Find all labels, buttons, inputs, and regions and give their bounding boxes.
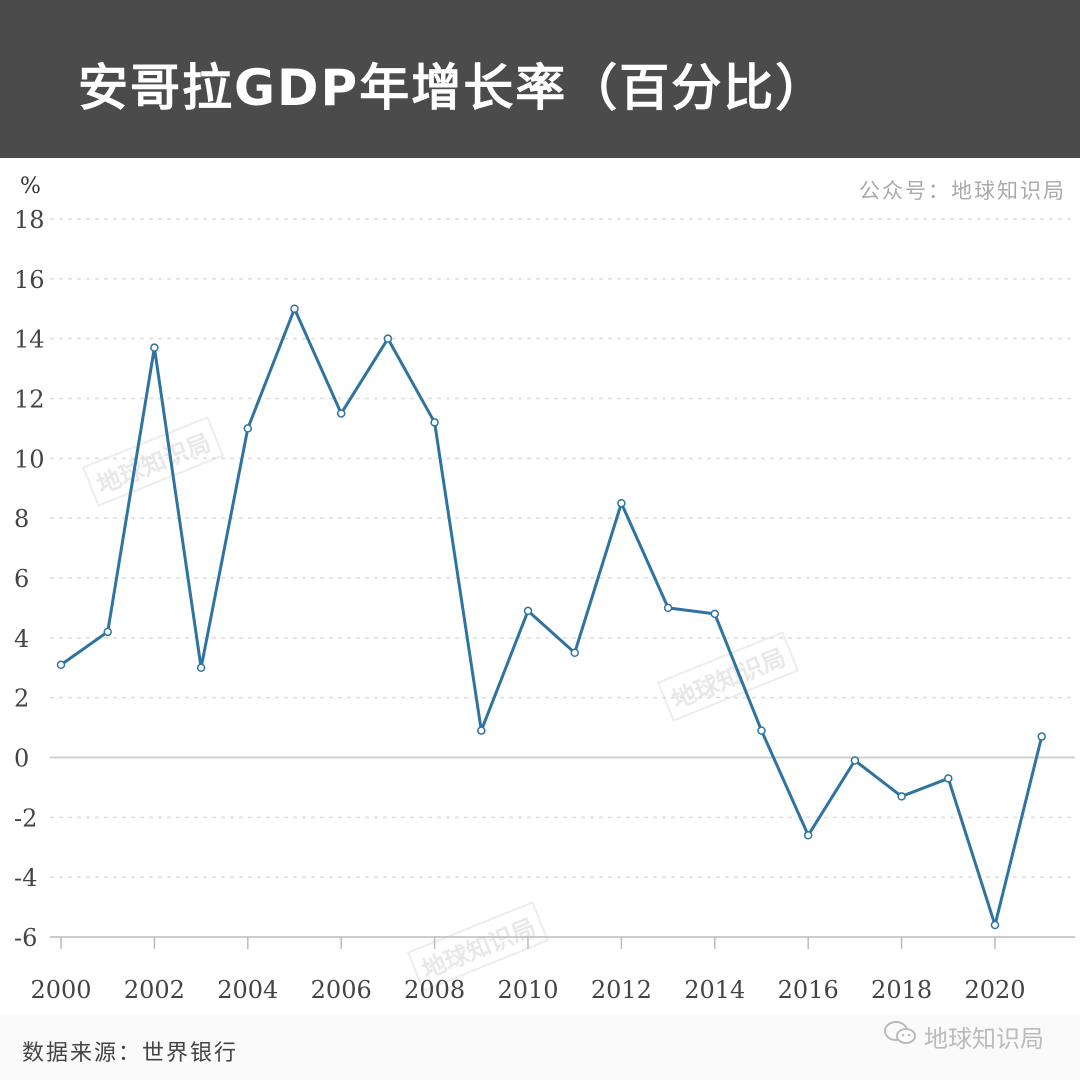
data-point [1037,732,1046,741]
y-axis-unit: % [20,174,41,199]
data-point [383,334,393,343]
x-tick-label: 2012 [591,976,652,1004]
data-point [710,609,720,619]
data-point [617,498,626,508]
y-tick-label: -6 [14,924,37,952]
data-point [150,343,159,352]
data-point [56,660,66,670]
y-tick-label: 18 [14,206,45,234]
y-tick-label: -4 [14,864,37,892]
y-tick-label: -2 [14,804,37,832]
y-tick-label: 12 [14,386,45,414]
y-tick-label: 16 [14,266,45,294]
footer [0,1015,1080,1080]
y-tick-label: 14 [14,326,45,354]
data-point [196,663,206,672]
x-tick-label: 2006 [311,976,372,1004]
source-label: 数据来源：世界银行 [22,1041,239,1066]
y-tick-label: 8 [14,505,29,533]
data-point [523,606,533,616]
data-point [290,304,299,313]
x-tick-label: 2008 [404,976,465,1004]
wechat-icon [882,1018,918,1054]
data-point [663,603,673,613]
x-tick-label: 2020 [964,976,1025,1004]
x-tick-label: 2018 [871,976,932,1004]
data-point [477,726,486,735]
series-line [60,307,1044,927]
x-tick-label: 2016 [778,976,839,1004]
data-point [990,920,1000,930]
data-point [944,774,953,783]
x-tick-label: 2014 [684,976,745,1004]
data-point [430,418,439,427]
y-tick-label: 4 [14,625,29,653]
x-tick-label: 2002 [124,976,185,1004]
x-tick-label: 2004 [217,976,278,1004]
x-tick-label: 2010 [497,976,558,1004]
header-banner: 安哥拉GDP年增长率（百分比） [0,0,1080,158]
chart-title: 安哥拉GDP年增长率（百分比） [78,59,828,117]
y-tick-label: 0 [14,745,29,773]
data-point [897,792,906,801]
data-point [803,831,813,840]
data-point [570,648,579,658]
credit-label: 公众号：地球知识局 [859,179,1066,203]
data-point [757,726,766,735]
data-point [850,756,860,765]
x-tick-label: 2000 [30,976,91,1004]
y-tick-label: 2 [14,685,29,713]
data-point [103,627,112,637]
y-tick-label: 10 [14,445,45,473]
brand-label: 地球知识局 [882,1018,1044,1054]
data-point [336,409,346,418]
y-tick-label: 6 [14,565,29,593]
data-point [243,424,253,433]
